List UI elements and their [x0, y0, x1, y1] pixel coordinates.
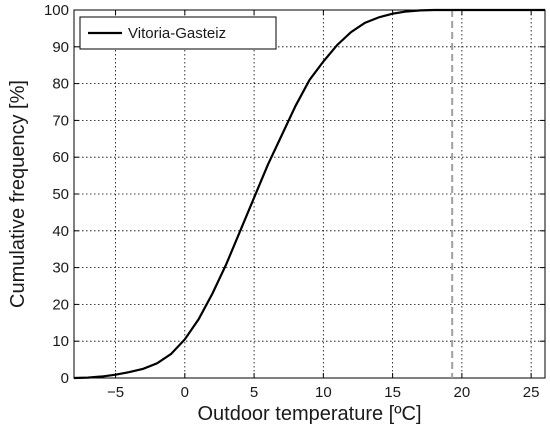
series-line-vitoria-gasteiz	[73, 8, 545, 380]
x-tick-label: 10	[315, 384, 332, 401]
y-tick-label: 40	[52, 223, 69, 240]
y-tick-label: 30	[52, 260, 69, 277]
x-tick-label: −5	[107, 384, 124, 401]
x-axis-label: Outdoor temperature [ºC]	[197, 403, 421, 425]
x-tick-label: 25	[523, 384, 540, 401]
grid	[74, 9, 545, 379]
x-tick-labels: −5 0 5 10 15 20 25	[107, 384, 539, 401]
y-tick-labels: 0 10 20 30 40 50 60 70 80 90 100	[44, 2, 69, 387]
y-tick-label: 10	[52, 333, 69, 350]
y-tick-label: 60	[52, 149, 69, 166]
y-tick-label: 100	[44, 2, 69, 19]
x-tick-label: 0	[181, 384, 189, 401]
y-tick-label: 80	[52, 76, 69, 93]
y-tick-label: 50	[52, 186, 69, 203]
y-tick-label: 90	[52, 39, 69, 56]
y-tick-label: 20	[52, 296, 69, 313]
x-tick-label: 5	[250, 384, 258, 401]
x-tick-label: 20	[454, 384, 471, 401]
y-axis-label: Cumulative frequency [%]	[7, 80, 29, 308]
y-tick-label: 0	[61, 370, 69, 387]
y-tick-label: 70	[52, 112, 69, 129]
legend-entry-label: Vitoria-Gasteiz	[128, 25, 226, 42]
x-tick-label: 15	[384, 384, 401, 401]
legend: Vitoria-Gasteiz	[79, 16, 277, 50]
